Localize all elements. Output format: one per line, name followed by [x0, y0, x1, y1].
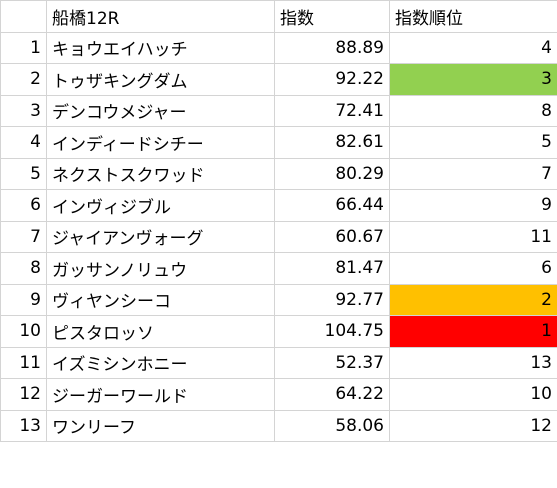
- row-number-cell[interactable]: 6: [0, 189, 47, 222]
- horse-name-cell[interactable]: デンコウメジャー: [46, 94, 275, 127]
- row-number-cell[interactable]: 2: [0, 63, 47, 96]
- index-rank-cell[interactable]: 4: [389, 31, 557, 64]
- table-row: 2 トゥザキングダム 92.22 3: [0, 63, 557, 96]
- table-row: 4 インディードシチー 82.61 5: [0, 126, 557, 159]
- table-row: 7 ジャイアンヴォーグ 60.67 11: [0, 220, 557, 253]
- table-row: 5 ネクストスクワッド 80.29 7: [0, 157, 557, 190]
- index-value-cell[interactable]: 52.37: [274, 346, 390, 379]
- table-row: 6 インヴィジブル 66.44 9: [0, 189, 557, 222]
- index-rank-cell[interactable]: 8: [389, 94, 557, 127]
- table-row: 13 ワンリーフ 58.06 12: [0, 409, 557, 442]
- spreadsheet-table: 船橋12R 指数 指数順位 1 キョウエイハッチ 88.89 4 2 トゥザキングダム 92…: [0, 0, 557, 442]
- horse-name-cell[interactable]: ヴィヤンシーコ: [46, 283, 275, 316]
- horse-name-cell[interactable]: インヴィジブル: [46, 189, 275, 222]
- horse-name-cell[interactable]: イズミシンホニー: [46, 346, 275, 379]
- horse-name-cell[interactable]: キョウエイハッチ: [46, 31, 275, 64]
- table-body: 船橋12R 指数 指数順位 1 キョウエイハッチ 88.89 4 2 トゥザキングダム 92…: [0, 0, 557, 442]
- horse-name-cell[interactable]: ピスタロッソ: [46, 315, 275, 348]
- index-rank-cell[interactable]: 5: [389, 126, 557, 159]
- horse-name-cell[interactable]: ワンリーフ: [46, 409, 275, 442]
- row-number-cell[interactable]: 8: [0, 252, 47, 285]
- index-rank-cell[interactable]: 1: [389, 315, 557, 348]
- row-number-cell[interactable]: 12: [0, 378, 47, 411]
- index-rank-cell[interactable]: 9: [389, 189, 557, 222]
- index-rank-cell[interactable]: 11: [389, 220, 557, 253]
- index-rank-cell[interactable]: 3: [389, 63, 557, 96]
- table-row: 9 ヴィヤンシーコ 92.77 2: [0, 283, 557, 316]
- index-value-cell[interactable]: 58.06: [274, 409, 390, 442]
- row-number-cell[interactable]: 5: [0, 157, 47, 190]
- horse-name-cell[interactable]: トゥザキングダム: [46, 63, 275, 96]
- index-rank-cell[interactable]: 6: [389, 252, 557, 285]
- index-value-cell[interactable]: 88.89: [274, 31, 390, 64]
- row-number-cell[interactable]: 3: [0, 94, 47, 127]
- index-rank-cell[interactable]: 12: [389, 409, 557, 442]
- horse-name-cell[interactable]: ジーガーワールド: [46, 378, 275, 411]
- header-cell-rank[interactable]: 指数順位: [389, 0, 557, 33]
- index-value-cell[interactable]: 82.61: [274, 126, 390, 159]
- index-value-cell[interactable]: 104.75: [274, 315, 390, 348]
- header-cell-index[interactable]: 指数: [274, 0, 390, 33]
- index-value-cell[interactable]: 72.41: [274, 94, 390, 127]
- index-rank-cell[interactable]: 7: [389, 157, 557, 190]
- index-value-cell[interactable]: 80.29: [274, 157, 390, 190]
- horse-name-cell[interactable]: ジャイアンヴォーグ: [46, 220, 275, 253]
- table-row: 8 ガッサンノリュウ 81.47 6: [0, 252, 557, 285]
- row-number-cell[interactable]: 7: [0, 220, 47, 253]
- index-value-cell[interactable]: 60.67: [274, 220, 390, 253]
- table-row: 3 デンコウメジャー 72.41 8: [0, 94, 557, 127]
- table-row: 11 イズミシンホニー 52.37 13: [0, 346, 557, 379]
- index-rank-cell[interactable]: 10: [389, 378, 557, 411]
- horse-name-cell[interactable]: ガッサンノリュウ: [46, 252, 275, 285]
- horse-name-cell[interactable]: ネクストスクワッド: [46, 157, 275, 190]
- row-number-cell[interactable]: 10: [0, 315, 47, 348]
- row-number-cell[interactable]: 13: [0, 409, 47, 442]
- horse-name-cell[interactable]: インディードシチー: [46, 126, 275, 159]
- row-number-cell[interactable]: 4: [0, 126, 47, 159]
- header-cell-race[interactable]: 船橋12R: [46, 0, 275, 33]
- row-number-cell[interactable]: 1: [0, 31, 47, 64]
- index-rank-cell[interactable]: 13: [389, 346, 557, 379]
- header-row: 船橋12R 指数 指数順位: [0, 0, 557, 33]
- index-value-cell[interactable]: 64.22: [274, 378, 390, 411]
- index-value-cell[interactable]: 81.47: [274, 252, 390, 285]
- table-row: 10 ピスタロッソ 104.75 1: [0, 315, 557, 348]
- index-value-cell[interactable]: 66.44: [274, 189, 390, 222]
- header-cell-num[interactable]: [0, 0, 47, 33]
- index-rank-cell[interactable]: 2: [389, 283, 557, 316]
- row-number-cell[interactable]: 9: [0, 283, 47, 316]
- table-row: 12 ジーガーワールド 64.22 10: [0, 378, 557, 411]
- index-value-cell[interactable]: 92.77: [274, 283, 390, 316]
- row-number-cell[interactable]: 11: [0, 346, 47, 379]
- index-value-cell[interactable]: 92.22: [274, 63, 390, 96]
- table-row: 1 キョウエイハッチ 88.89 4: [0, 31, 557, 64]
